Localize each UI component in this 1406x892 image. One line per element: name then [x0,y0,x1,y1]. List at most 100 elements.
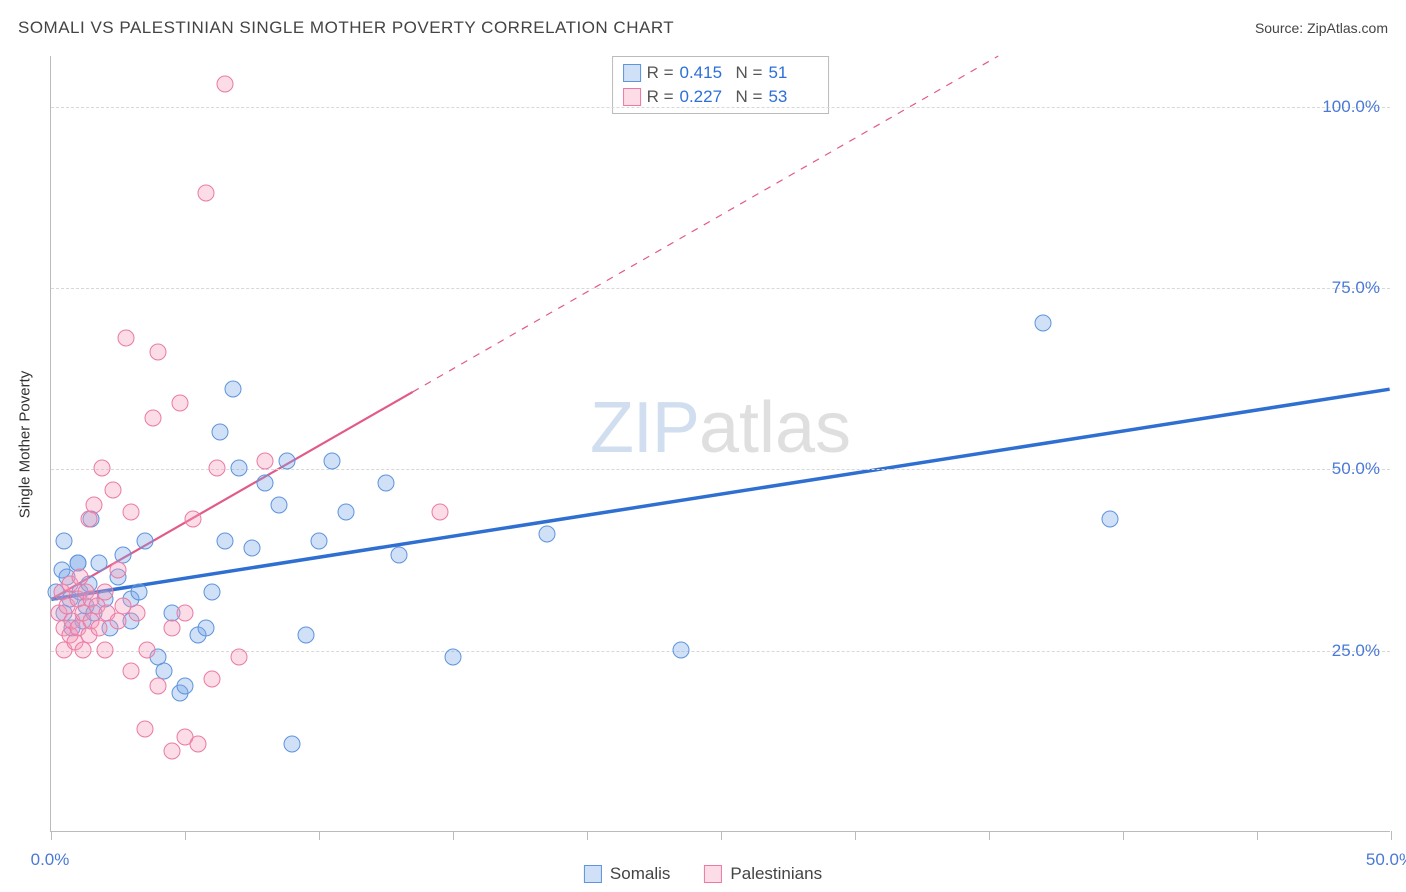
scatter-point-palestinians [128,605,145,622]
scatter-point-palestinians [171,395,188,412]
scatter-point-somalis [177,677,194,694]
scatter-point-somalis [198,619,215,636]
source-value: ZipAtlas.com [1307,20,1388,36]
x-tick [855,831,856,840]
scatter-point-palestinians [150,677,167,694]
regression-line-somalis [51,389,1389,599]
scatter-point-somalis [270,496,287,513]
source-prefix: Source: [1255,20,1307,36]
swatch-somalis [623,64,641,82]
scatter-point-somalis [278,453,295,470]
scatter-point-somalis [211,424,228,441]
stats-r-label: R = [647,61,674,85]
scatter-point-somalis [56,532,73,549]
legend-item-somalis: Somalis [584,864,670,884]
bottom-legend: Somalis Palestinians [584,864,822,884]
x-tick-label: 50.0% [1366,850,1406,870]
scatter-point-palestinians [118,329,135,346]
scatter-point-palestinians [163,743,180,760]
scatter-point-somalis [225,380,242,397]
scatter-point-somalis [230,460,247,477]
swatch-palestinians [623,88,641,106]
x-tick-label: 0.0% [31,850,70,870]
scatter-point-palestinians [93,460,110,477]
x-tick [721,831,722,840]
scatter-point-palestinians [190,735,207,752]
scatter-point-palestinians [96,641,113,658]
scatter-point-somalis [324,453,341,470]
scatter-point-palestinians [123,663,140,680]
x-tick [989,831,990,840]
chart-title: SOMALI VS PALESTINIAN SINGLE MOTHER POVE… [18,18,674,38]
gridline-h [51,651,1390,652]
x-tick [319,831,320,840]
scatter-point-palestinians [110,561,127,578]
stats-box: R =0.415N =51R =0.227N =53 [612,56,830,114]
scatter-point-palestinians [123,503,140,520]
scatter-point-palestinians [136,721,153,738]
scatter-point-somalis [131,583,148,600]
stats-r-value-somalis: 0.415 [680,61,730,85]
scatter-point-palestinians [217,76,234,93]
legend-swatch-somalis [584,865,602,883]
x-tick [51,831,52,840]
scatter-point-palestinians [150,344,167,361]
x-tick [1123,831,1124,840]
scatter-point-palestinians [185,511,202,528]
scatter-point-somalis [1034,315,1051,332]
watermark-zip: ZIP [590,388,699,468]
y-axis-label: Single Mother Poverty [17,370,34,518]
scatter-point-somalis [217,532,234,549]
scatter-point-somalis [136,532,153,549]
stats-row-palestinians: R =0.227N =53 [623,85,819,109]
scatter-point-palestinians [209,460,226,477]
scatter-point-somalis [337,503,354,520]
plot-area: ZIPatlas R =0.415N =51R =0.227N =53 25.0… [50,56,1390,832]
scatter-point-somalis [391,547,408,564]
legend-swatch-palestinians [704,865,722,883]
scatter-point-palestinians [144,409,161,426]
scatter-point-palestinians [230,648,247,665]
watermark: ZIPatlas [590,387,851,469]
scatter-point-somalis [203,583,220,600]
scatter-point-palestinians [96,583,113,600]
scatter-point-somalis [1101,511,1118,528]
legend-label-somalis: Somalis [610,864,670,884]
gridline-h [51,288,1390,289]
stats-n-label: N = [736,85,763,109]
scatter-point-somalis [538,525,555,542]
y-tick-label: 100.0% [1322,97,1380,117]
stats-r-label: R = [647,85,674,109]
scatter-point-palestinians [110,612,127,629]
scatter-point-palestinians [163,619,180,636]
y-tick-label: 25.0% [1332,641,1380,661]
stats-row-somalis: R =0.415N =51 [623,61,819,85]
legend-label-palestinians: Palestinians [730,864,822,884]
scatter-point-palestinians [257,453,274,470]
scatter-point-palestinians [75,641,92,658]
scatter-point-somalis [445,648,462,665]
scatter-point-palestinians [104,482,121,499]
stats-n-label: N = [736,61,763,85]
scatter-point-palestinians [139,641,156,658]
x-tick [587,831,588,840]
scatter-point-somalis [672,641,689,658]
scatter-point-palestinians [431,503,448,520]
y-axis-label-container: Single Mother Poverty [14,56,36,832]
x-tick [1391,831,1392,840]
scatter-point-somalis [91,554,108,571]
scatter-point-somalis [284,735,301,752]
scatter-point-somalis [244,540,261,557]
scatter-point-palestinians [177,605,194,622]
scatter-point-palestinians [198,184,215,201]
scatter-point-somalis [311,532,328,549]
scatter-point-palestinians [203,670,220,687]
scatter-point-somalis [257,474,274,491]
legend-item-palestinians: Palestinians [704,864,822,884]
stats-n-value-palestinians: 53 [768,85,818,109]
source-label: Source: ZipAtlas.com [1255,20,1388,36]
x-tick [185,831,186,840]
scatter-point-somalis [297,627,314,644]
watermark-atlas: atlas [699,388,851,468]
stats-r-value-palestinians: 0.227 [680,85,730,109]
